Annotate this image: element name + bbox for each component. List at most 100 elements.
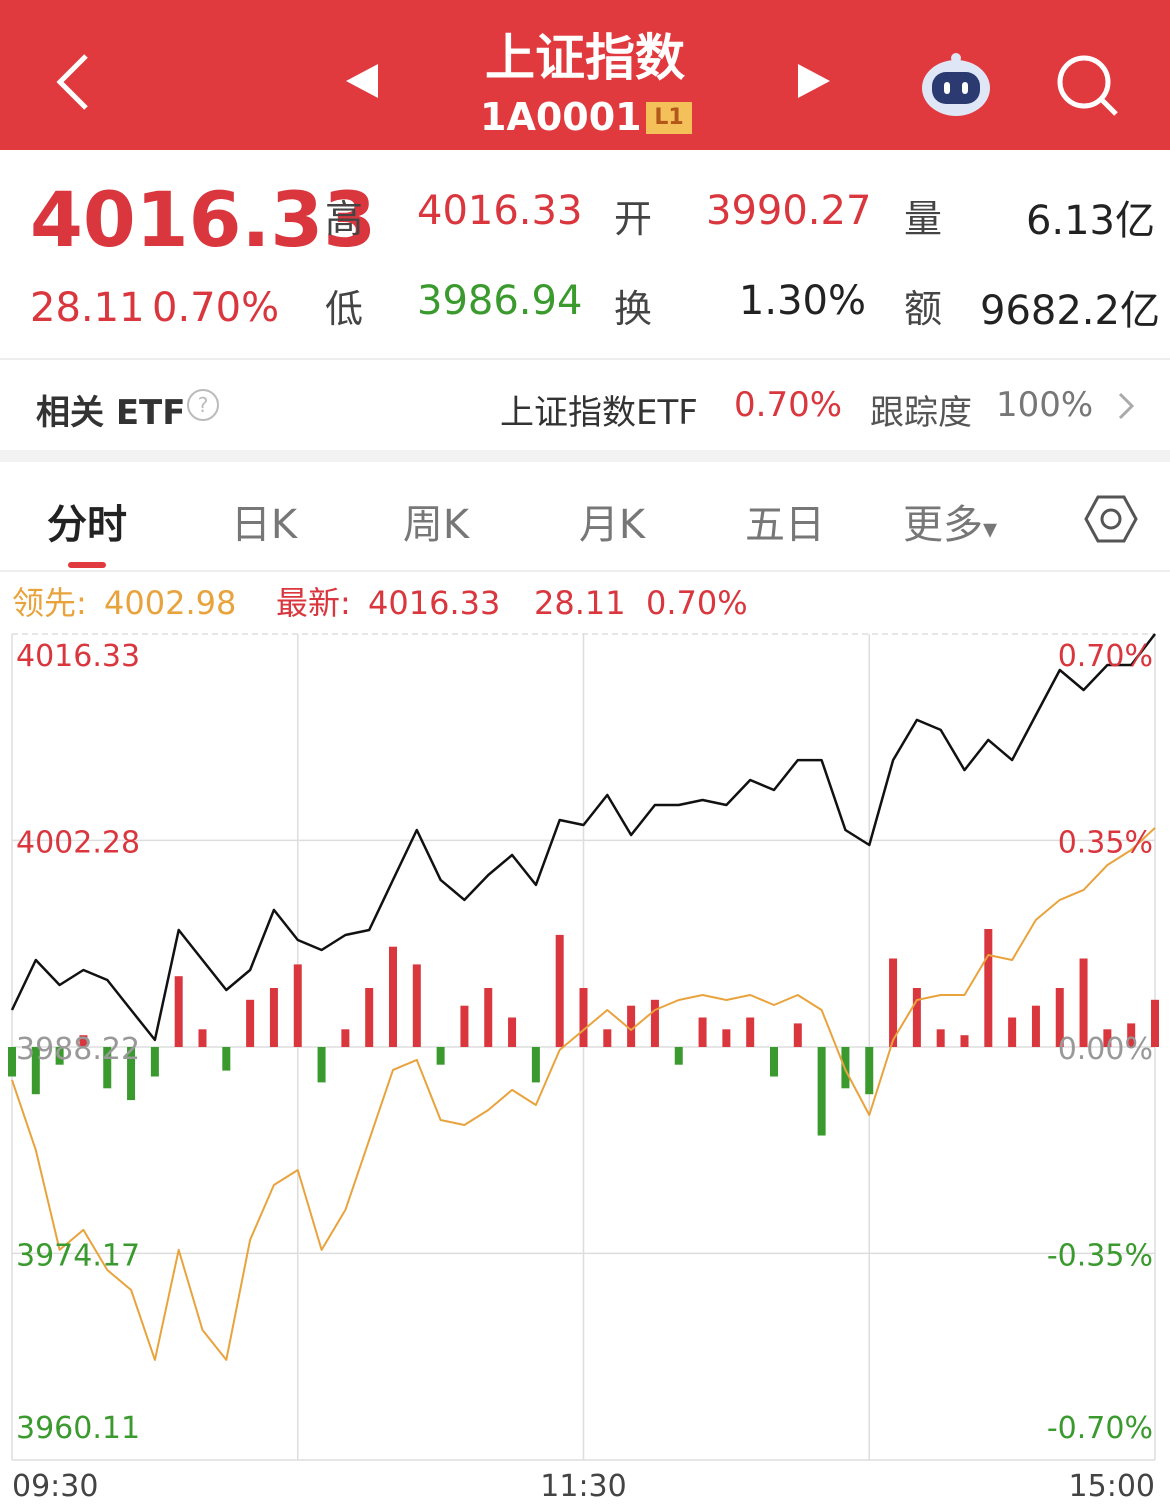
tab[interactable]: 分时 [47,502,127,548]
quote-value: 4016.33 [417,188,583,234]
quote-label: 量 [904,197,943,241]
volume-bar [984,929,993,1047]
volume-bar [627,1005,636,1047]
volume-bar [579,988,588,1047]
volume-bar [508,1017,517,1047]
tab[interactable]: 月K [578,502,646,548]
level-badge: L1 [646,102,692,134]
price-line [10,633,1156,1042]
y2-tick-label: 0.00% [1058,1032,1153,1067]
volume-bar [1127,1023,1136,1047]
tab[interactable]: 五日 [745,502,825,548]
volume-bar [293,964,302,1047]
volume-bar [698,1017,707,1047]
etf-arrow[interactable] [1116,390,1136,422]
quote-value: 9682.2亿 [980,288,1160,334]
chart-header-text: 领先: [12,584,87,622]
volume-bar [817,1047,826,1136]
divider [0,358,1170,360]
quote-value: 3986.94 [417,278,583,324]
y2-tick-label: -0.70% [1047,1411,1153,1446]
volume-bar [674,1047,683,1065]
y-tick-label: 3988.22 [16,1032,140,1067]
chart-header-text: 28.11 [534,584,626,622]
volume-bar [222,1047,231,1071]
volume-bar [746,1017,755,1047]
tab[interactable]: 更多▾ [902,502,998,548]
volume-bar [150,1047,159,1077]
quote-value: 6.13亿 [1025,198,1155,244]
chart-header-text: 4002.98 [104,584,236,622]
chart-header-text: 4016.33 [368,584,500,622]
volume-bar [531,1047,540,1083]
quote-label: 高 [325,197,364,241]
help-icon[interactable]: ? [186,388,220,422]
volume-bar [722,1029,731,1047]
volume-bar [341,1029,350,1047]
back-button[interactable] [50,50,94,114]
volume-bar [246,999,255,1047]
code: 1A0001 [480,95,642,139]
prev-button[interactable] [342,62,380,100]
volume-bar [1151,999,1159,1047]
volume-bar [174,976,183,1047]
volume-bar [8,1047,16,1077]
price-change: 28.11 [30,285,145,331]
volume-bar [269,988,278,1047]
search-button[interactable] [1054,52,1120,118]
intraday-chart: 领先: 4002.98 最新: 4016.33 28.11 0.70% 4016.33 400… [8,584,1159,1504]
next-button[interactable] [796,62,834,100]
y2-tick-label: 0.35% [1058,826,1153,861]
volume-bar [1055,988,1064,1047]
divider [0,570,1170,572]
tab[interactable]: 周K [402,502,470,548]
volume-bar [650,999,659,1047]
quote-label: 低 [325,287,364,331]
volume-bar [912,988,921,1047]
volume-bar [55,1047,64,1065]
tracking-label: 跟踪度 [870,393,972,433]
volume-bar [103,1047,112,1089]
top-bar: 上证指数 1A0001 L1 [0,0,1170,150]
volume-bar [1031,1005,1040,1047]
etf-name[interactable]: 上证指数ETF [500,393,698,433]
volume-bar [865,1047,874,1095]
volume-bar [936,1029,945,1047]
volume-bar [31,1047,40,1095]
x-tick-label: 09:30 [12,1469,98,1504]
volume-bar [436,1047,445,1065]
volume-bar [1103,1029,1112,1047]
volume-bar [412,964,421,1047]
volume-bar [960,1035,969,1047]
volume-bar [484,988,493,1047]
etf-label: 相关 ETF [36,393,186,433]
chart-header-text: 0.70% [646,584,748,622]
title: 上证指数 [485,29,685,87]
x-tick-label: 15:00 [1069,1469,1155,1504]
volume-bar [365,988,374,1047]
section-gap [0,450,1170,462]
settings-button[interactable] [1084,494,1138,544]
quote-value: 3990.27 [706,188,872,234]
quote-label: 换 [614,287,653,331]
y2-tick-label: -0.35% [1047,1239,1153,1274]
tab[interactable]: 日K [230,502,298,548]
volume-bar [603,1029,612,1047]
tracking-value: 100% [996,385,1094,425]
volume-bar [793,1023,802,1047]
volume-bar [1079,958,1088,1047]
volume-bar [889,958,898,1047]
y-tick-label: 3974.17 [16,1238,140,1273]
volume-bar [317,1047,326,1083]
quote-value: 1.30% [738,278,866,324]
volume-bar [127,1047,136,1101]
y-tick-label: 4002.28 [16,825,140,860]
tab-indicator [68,562,106,568]
assistant-button[interactable] [918,52,994,118]
volume-bar [555,934,564,1047]
etf-change: 0.70% [734,385,843,425]
last-price: 4016.33 [30,175,377,264]
svg-text:?: ? [198,393,209,417]
volume-bar [460,1005,469,1047]
y-tick-label: 4016.33 [16,639,140,674]
